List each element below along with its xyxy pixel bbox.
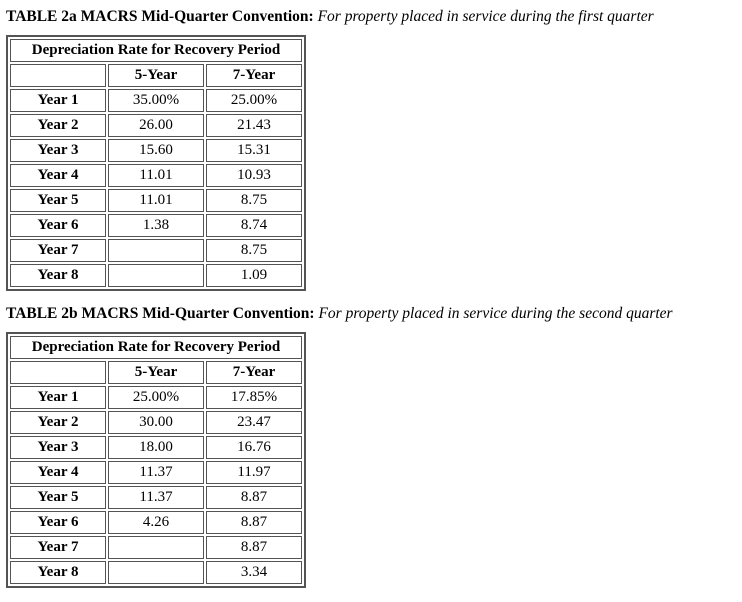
row-label: Year 6 xyxy=(10,511,106,534)
column-header-5-year: 5-Year xyxy=(108,64,204,87)
column-header-row: 5-Year 7-Year xyxy=(10,361,302,384)
cell-7-year: 21.43 xyxy=(206,114,302,137)
cell-5-year: 4.26 xyxy=(108,511,204,534)
cell-5-year: 18.00 xyxy=(108,436,204,459)
section-title-bold: TABLE 2a MACRS Mid-Quarter Convention: xyxy=(6,8,314,25)
table-row: Year 6 1.38 8.74 xyxy=(10,214,302,237)
cell-5-year: 35.00% xyxy=(108,89,204,112)
cell-7-year: 8.74 xyxy=(206,214,302,237)
cell-7-year: 23.47 xyxy=(206,411,302,434)
table-row: Year 6 4.26 8.87 xyxy=(10,511,302,534)
table-row: Year 4 11.37 11.97 xyxy=(10,461,302,484)
cell-5-year: 15.60 xyxy=(108,139,204,162)
row-label: Year 4 xyxy=(10,164,106,187)
table-row: Year 2 30.00 23.47 xyxy=(10,411,302,434)
row-label: Year 7 xyxy=(10,239,106,262)
section-title-italic: For property placed in service during th… xyxy=(317,8,654,25)
macrs-table-2b: Depreciation Rate for Recovery Period 5-… xyxy=(6,332,306,588)
cell-5-year xyxy=(108,536,204,559)
cell-7-year: 1.09 xyxy=(206,264,302,287)
corner-cell xyxy=(10,64,106,87)
cell-5-year: 25.00% xyxy=(108,386,204,409)
row-label: Year 2 xyxy=(10,411,106,434)
row-label: Year 5 xyxy=(10,189,106,212)
cell-7-year: 11.97 xyxy=(206,461,302,484)
row-label: Year 4 xyxy=(10,461,106,484)
cell-7-year: 17.85% xyxy=(206,386,302,409)
section-title: TABLE 2a MACRS Mid-Quarter Convention: F… xyxy=(6,8,734,26)
table-row: Year 7 8.75 xyxy=(10,239,302,262)
table-row: Year 3 18.00 16.76 xyxy=(10,436,302,459)
row-label: Year 2 xyxy=(10,114,106,137)
table-2b-section: TABLE 2b MACRS Mid-Quarter Convention: F… xyxy=(6,305,734,588)
table-header: Depreciation Rate for Recovery Period xyxy=(10,39,302,62)
table-row: Year 8 1.09 xyxy=(10,264,302,287)
cell-7-year: 10.93 xyxy=(206,164,302,187)
cell-5-year xyxy=(108,561,204,584)
table-row: Year 1 25.00% 17.85% xyxy=(10,386,302,409)
cell-5-year xyxy=(108,264,204,287)
cell-7-year: 8.87 xyxy=(206,536,302,559)
table-header: Depreciation Rate for Recovery Period xyxy=(10,336,302,359)
cell-5-year: 1.38 xyxy=(108,214,204,237)
section-title-bold: TABLE 2b MACRS Mid-Quarter Convention: xyxy=(6,305,315,322)
cell-5-year: 11.37 xyxy=(108,461,204,484)
table-row: Year 7 8.87 xyxy=(10,536,302,559)
table-row: Year 1 35.00% 25.00% xyxy=(10,89,302,112)
macrs-table-2a: Depreciation Rate for Recovery Period 5-… xyxy=(6,35,306,291)
cell-5-year: 26.00 xyxy=(108,114,204,137)
table-row: Year 4 11.01 10.93 xyxy=(10,164,302,187)
cell-5-year: 11.01 xyxy=(108,189,204,212)
column-header-7-year: 7-Year xyxy=(206,361,302,384)
table-2a-section: TABLE 2a MACRS Mid-Quarter Convention: F… xyxy=(6,8,734,291)
table-header-row: Depreciation Rate for Recovery Period xyxy=(10,39,302,62)
table-row: Year 3 15.60 15.31 xyxy=(10,139,302,162)
table-row: Year 2 26.00 21.43 xyxy=(10,114,302,137)
row-label: Year 6 xyxy=(10,214,106,237)
row-label: Year 3 xyxy=(10,436,106,459)
cell-7-year: 15.31 xyxy=(206,139,302,162)
cell-7-year: 25.00% xyxy=(206,89,302,112)
row-label: Year 8 xyxy=(10,264,106,287)
table-row: Year 8 3.34 xyxy=(10,561,302,584)
section-title: TABLE 2b MACRS Mid-Quarter Convention: F… xyxy=(6,305,734,323)
cell-7-year: 8.87 xyxy=(206,486,302,509)
cell-7-year: 8.87 xyxy=(206,511,302,534)
cell-5-year: 30.00 xyxy=(108,411,204,434)
column-header-7-year: 7-Year xyxy=(206,64,302,87)
corner-cell xyxy=(10,361,106,384)
row-label: Year 1 xyxy=(10,386,106,409)
cell-5-year: 11.01 xyxy=(108,164,204,187)
cell-7-year: 3.34 xyxy=(206,561,302,584)
cell-7-year: 8.75 xyxy=(206,239,302,262)
row-label: Year 8 xyxy=(10,561,106,584)
section-title-italic: For property placed in service during th… xyxy=(318,305,673,322)
table-row: Year 5 11.01 8.75 xyxy=(10,189,302,212)
cell-5-year xyxy=(108,239,204,262)
row-label: Year 1 xyxy=(10,89,106,112)
cell-7-year: 16.76 xyxy=(206,436,302,459)
table-header-row: Depreciation Rate for Recovery Period xyxy=(10,336,302,359)
cell-5-year: 11.37 xyxy=(108,486,204,509)
table-row: Year 5 11.37 8.87 xyxy=(10,486,302,509)
column-header-5-year: 5-Year xyxy=(108,361,204,384)
cell-7-year: 8.75 xyxy=(206,189,302,212)
row-label: Year 5 xyxy=(10,486,106,509)
row-label: Year 7 xyxy=(10,536,106,559)
column-header-row: 5-Year 7-Year xyxy=(10,64,302,87)
row-label: Year 3 xyxy=(10,139,106,162)
